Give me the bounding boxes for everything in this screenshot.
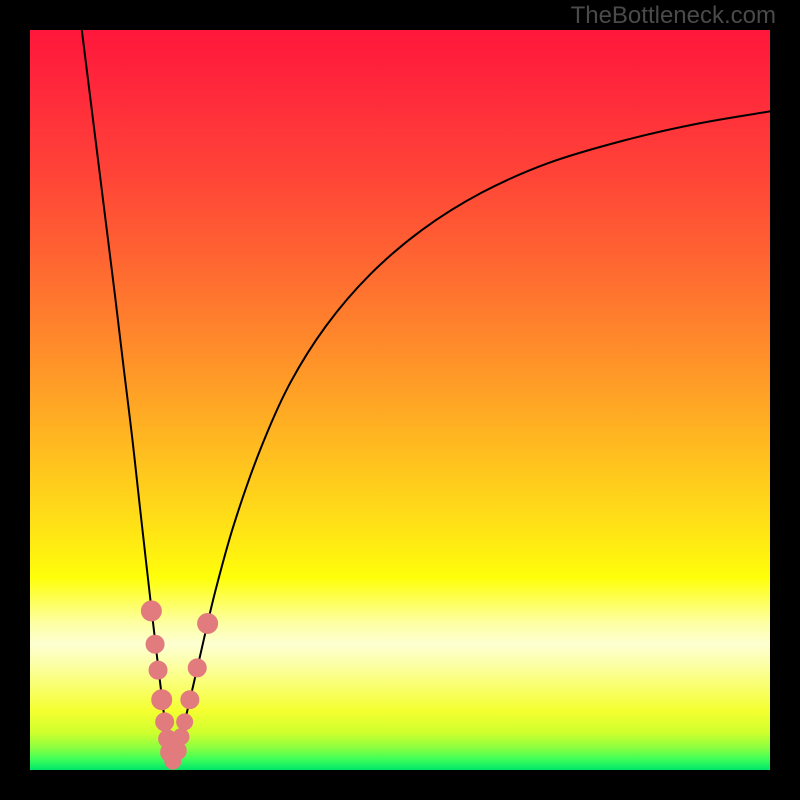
data-marker (156, 713, 174, 731)
chart-frame: TheBottleneck.com (0, 0, 800, 800)
watermark-text: TheBottleneck.com (571, 2, 776, 30)
data-marker (177, 714, 193, 730)
chart-background (30, 30, 770, 770)
data-marker (181, 691, 199, 709)
data-marker (198, 613, 218, 633)
data-marker (152, 690, 172, 710)
data-marker (146, 635, 164, 653)
bottleneck-chart (0, 0, 800, 800)
data-marker (149, 661, 167, 679)
data-marker (188, 659, 206, 677)
data-marker (173, 729, 189, 745)
data-marker (141, 601, 161, 621)
